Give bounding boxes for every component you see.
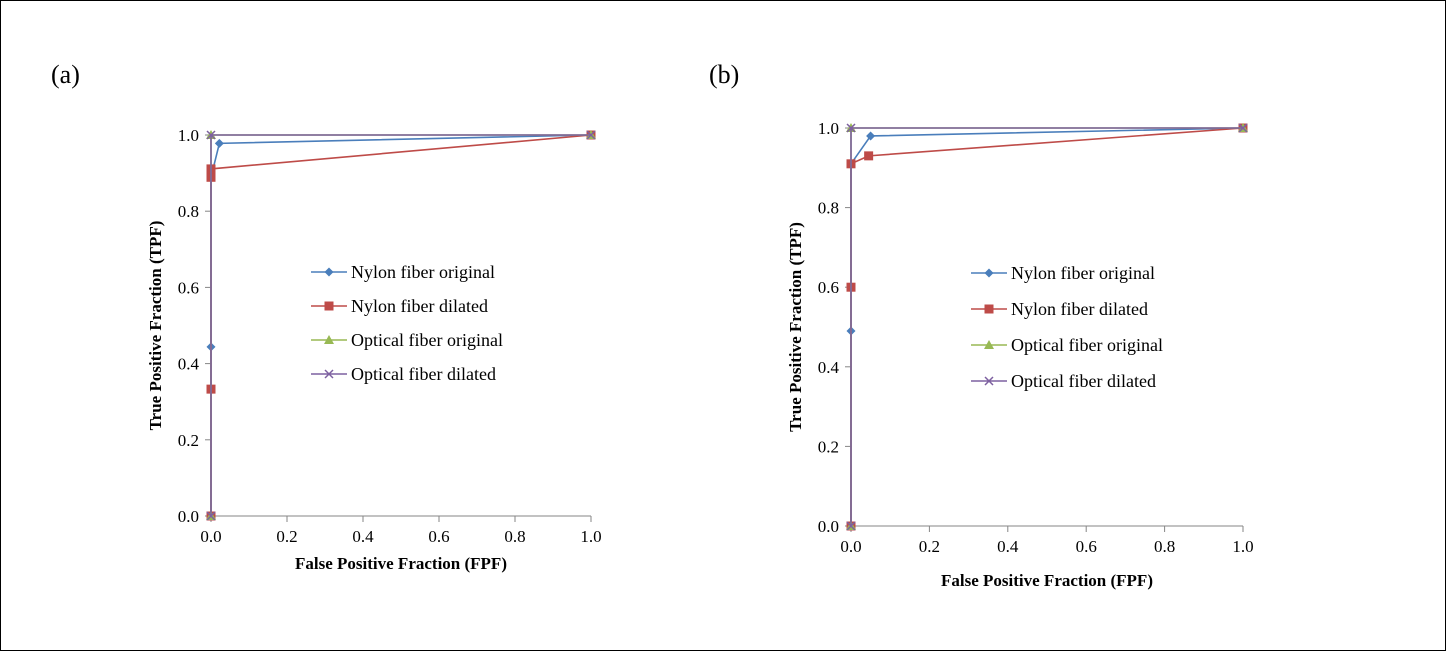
- series-nylon-fiber-dilated: [206, 130, 596, 521]
- series-line: [850, 127, 1244, 526]
- x-tick-label: 0.6: [1076, 537, 1097, 556]
- x-tick-label: 0.2: [919, 537, 940, 556]
- series-nylon-fiber-dilated: [846, 123, 1248, 531]
- y-tick-label: 0.8: [818, 199, 839, 218]
- legend-label: Nylon fiber dilated: [1011, 299, 1148, 319]
- chart-panel-b: (b) 0.0 0.2 0.4 0.6 0.8 1.0 0.0 0.2 0.4 0.6 0.8 1.0 F…: [709, 60, 1254, 590]
- panel-label: (a): [51, 60, 80, 89]
- series-line: [210, 134, 591, 516]
- data-point: [206, 511, 216, 521]
- data-point: [866, 131, 876, 141]
- x-axis-title: False Positive Fraction (FPF): [295, 554, 507, 573]
- series-optical-fiber-dilated: [206, 130, 596, 521]
- x-tick-label: 1.0: [1232, 537, 1253, 556]
- x-tick-label: 0.0: [840, 537, 861, 556]
- chart-panel-a: (a) 0.0 0.2 0.4 0.6 0.8 1.0 0.0 0.2 0.4 0.6 0.8 1.0 F…: [51, 60, 602, 573]
- series-nylon-fiber-original: [846, 123, 1248, 531]
- y-tick-label: 0.2: [178, 431, 199, 450]
- data-point: [864, 151, 874, 161]
- series-nylon-fiber-original: [206, 130, 596, 521]
- x-tick-label: 1.0: [580, 527, 601, 546]
- series-line: [850, 127, 1244, 526]
- legend-marker: [324, 335, 334, 344]
- legend-marker: [984, 340, 994, 349]
- legend: Nylon fiber original Nylon fiber dilated O…: [311, 262, 503, 384]
- legend-marker: [324, 267, 334, 277]
- legend-label: Optical fiber original: [1011, 335, 1163, 355]
- y-tick-label: 1.0: [178, 126, 199, 145]
- series-optical-fiber-dilated: [846, 123, 1248, 531]
- x-tick-label: 0.8: [504, 527, 525, 546]
- legend-label: Optical fiber dilated: [351, 364, 496, 384]
- series-optical-fiber-original: [206, 130, 596, 520]
- legend-marker: [984, 376, 994, 386]
- x-tick-label: 0.4: [997, 537, 1019, 556]
- series-line: [850, 127, 1243, 526]
- data-point: [846, 521, 856, 531]
- data-point: [586, 130, 596, 140]
- y-axis-title: True Positive Fraction (TPF): [786, 222, 805, 432]
- y-tick-label: 0.8: [178, 202, 199, 221]
- x-tick-label: 0.0: [200, 527, 221, 546]
- y-axis-title: True Positive Fraction (TPF): [146, 221, 165, 431]
- legend-label: Nylon fiber dilated: [351, 296, 488, 316]
- legend: Nylon fiber original Nylon fiber dilated O…: [971, 263, 1163, 391]
- x-tick-label: 0.4: [352, 527, 374, 546]
- series-line: [850, 127, 1243, 526]
- data-point: [846, 123, 856, 133]
- data-point: [206, 130, 216, 140]
- x-tick-label: 0.8: [1154, 537, 1175, 556]
- legend-marker: [324, 301, 334, 311]
- y-tick-label: 1.0: [818, 119, 839, 138]
- legend-marker: [984, 304, 994, 314]
- legend-marker: [984, 268, 994, 278]
- y-tick-label: 0.4: [178, 355, 200, 374]
- y-tick-label: 0.2: [818, 437, 839, 456]
- series-optical-fiber-original: [846, 123, 1248, 530]
- series-line: [210, 134, 592, 516]
- y-tick-label: 0.6: [178, 278, 199, 297]
- y-tick-label: 0.0: [178, 507, 199, 526]
- panel-label: (b): [709, 60, 739, 89]
- legend-label: Optical fiber original: [351, 330, 503, 350]
- data-point: [1238, 123, 1248, 133]
- legend-marker: [324, 369, 334, 379]
- series-line: [210, 134, 591, 516]
- x-tick-label: 0.6: [428, 527, 449, 546]
- legend-label: Optical fiber dilated: [1011, 371, 1156, 391]
- y-tick-label: 0.4: [818, 358, 840, 377]
- x-axis-title: False Positive Fraction (FPF): [941, 571, 1153, 590]
- y-tick-label: 0.6: [818, 278, 839, 297]
- y-tick-label: 0.0: [818, 517, 839, 536]
- data-point: [214, 138, 224, 148]
- series-line: [210, 134, 592, 516]
- legend-label: Nylon fiber original: [351, 262, 495, 282]
- x-tick-label: 0.2: [276, 527, 297, 546]
- legend-label: Nylon fiber original: [1011, 263, 1155, 283]
